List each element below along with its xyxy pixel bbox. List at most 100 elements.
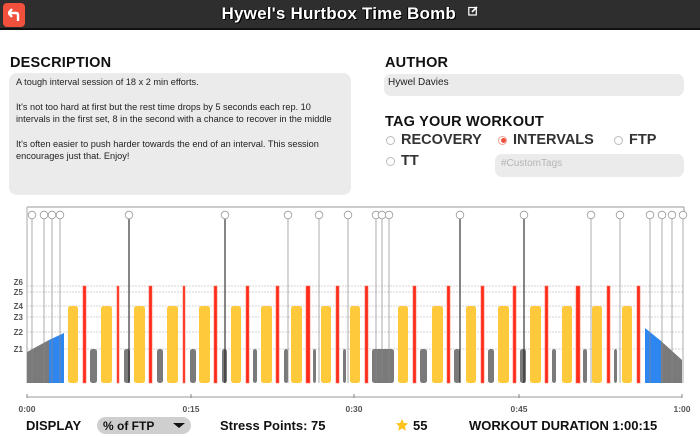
star-icon: [395, 418, 409, 431]
work-interval-bar[interactable]: [167, 306, 178, 383]
sprint-interval-bar[interactable]: [480, 285, 485, 384]
text-marker-icon[interactable]: [645, 210, 655, 220]
text-marker-icon[interactable]: [678, 210, 688, 220]
rest-interval-bar[interactable]: [614, 349, 617, 383]
sprint-interval-bar[interactable]: [182, 285, 186, 384]
zone-label: Z1: [14, 345, 24, 354]
work-interval-bar[interactable]: [498, 306, 509, 383]
text-marker-icon[interactable]: [314, 210, 324, 220]
sprint-interval-bar[interactable]: [606, 285, 611, 384]
text-marker-icon[interactable]: [615, 210, 625, 220]
rest-interval-bar[interactable]: [157, 349, 163, 383]
radio-icon[interactable]: [386, 156, 395, 166]
sprint-interval-bar[interactable]: [412, 285, 417, 384]
sprint-interval-bar[interactable]: [335, 285, 340, 384]
text-marker-icon[interactable]: [377, 210, 387, 220]
sprint-interval-bar[interactable]: [512, 285, 517, 384]
work-interval-bar[interactable]: [466, 306, 476, 383]
edit-icon[interactable]: [468, 6, 479, 16]
description-paragraph: It's not too hard at first but the rest …: [16, 101, 332, 125]
sprint-interval-bar[interactable]: [148, 285, 153, 384]
custom-tags-input[interactable]: #CustomTags: [495, 154, 684, 177]
rest-interval-bar[interactable]: [372, 349, 394, 383]
work-interval-bar[interactable]: [134, 306, 145, 383]
rest-interval-bar[interactable]: [90, 349, 97, 383]
sprint-interval-bar[interactable]: [636, 285, 641, 384]
sprint-interval-bar[interactable]: [116, 285, 120, 384]
work-interval-bar[interactable]: [562, 306, 572, 383]
radio-icon[interactable]: [386, 135, 395, 145]
text-marker-icon[interactable]: [283, 210, 293, 220]
back-button[interactable]: [3, 3, 25, 27]
rest-ramp-segment[interactable]: [27, 340, 49, 383]
rest-interval-bar[interactable]: [313, 349, 316, 383]
text-marker-icon[interactable]: [343, 210, 353, 220]
zone-label: Z2: [14, 328, 24, 337]
rest-interval-bar[interactable]: [420, 349, 427, 383]
work-interval-bar[interactable]: [261, 306, 272, 383]
rest-interval-bar[interactable]: [488, 349, 494, 383]
tag-intervals[interactable]: INTERVALS: [498, 132, 594, 148]
sprint-interval-bar[interactable]: [245, 285, 250, 384]
work-interval-bar[interactable]: [291, 306, 302, 383]
work-interval-bar[interactable]: [398, 306, 408, 383]
rest-interval-bar[interactable]: [454, 349, 460, 383]
author-input[interactable]: Hywel Davies: [384, 74, 684, 96]
warmup-ramp-segment[interactable]: [49, 333, 64, 383]
zone-label: Z3: [14, 313, 24, 322]
description-paragraph: A tough interval session of 18 x 2 min e…: [16, 77, 199, 87]
tag-ftp[interactable]: FTP: [614, 132, 656, 148]
text-marker-icon[interactable]: [220, 210, 230, 220]
workout-title: Hywel's Hurtbox Time Bomb: [221, 4, 457, 23]
work-interval-bar[interactable]: [530, 306, 541, 383]
text-marker-icon[interactable]: [124, 210, 134, 220]
sprint-interval-bar[interactable]: [544, 285, 549, 384]
radio-checked-icon[interactable]: [498, 135, 507, 145]
text-marker-icon[interactable]: [667, 210, 677, 220]
text-marker-icon[interactable]: [519, 210, 529, 220]
work-interval-bar[interactable]: [101, 306, 112, 383]
radio-icon[interactable]: [614, 135, 623, 145]
description-textarea[interactable]: A tough interval session of 18 x 2 min e…: [9, 73, 351, 195]
rest-interval-bar[interactable]: [552, 349, 556, 383]
work-interval-bar[interactable]: [199, 306, 210, 383]
rest-interval-bar[interactable]: [284, 349, 288, 383]
sprint-interval-bar[interactable]: [446, 285, 451, 384]
text-marker-icon[interactable]: [47, 210, 57, 220]
rest-interval-bar[interactable]: [253, 349, 257, 383]
sprint-interval-bar[interactable]: [305, 285, 311, 384]
text-marker-icon[interactable]: [27, 210, 37, 220]
sprint-interval-bar[interactable]: [575, 285, 581, 384]
sprint-interval-bar[interactable]: [275, 285, 280, 384]
work-interval-bar[interactable]: [231, 306, 241, 383]
work-interval-bar[interactable]: [321, 306, 331, 383]
star-value: 55: [413, 417, 428, 433]
sprint-interval-bar[interactable]: [82, 285, 87, 384]
text-marker-icon[interactable]: [39, 210, 49, 220]
tag-workout-label: TAG YOUR WORKOUT: [385, 114, 544, 130]
rest-ramp-segment[interactable]: [661, 341, 682, 383]
rest-interval-bar[interactable]: [190, 349, 196, 383]
text-marker-icon[interactable]: [586, 210, 596, 220]
work-interval-bar[interactable]: [68, 306, 78, 383]
tag-tt[interactable]: TT: [386, 153, 419, 169]
description-label: DESCRIPTION: [10, 55, 112, 71]
display-dropdown[interactable]: % of FTP: [97, 417, 191, 434]
author-label: AUTHOR: [385, 55, 449, 71]
tag-recovery[interactable]: RECOVERY: [386, 132, 482, 148]
text-marker-icon[interactable]: [55, 210, 65, 220]
sprint-interval-bar[interactable]: [364, 285, 369, 384]
work-interval-bar[interactable]: [350, 306, 360, 383]
text-marker-icon[interactable]: [384, 210, 394, 220]
work-interval-bar[interactable]: [432, 306, 443, 383]
sprint-interval-bar[interactable]: [213, 285, 218, 384]
rest-interval-bar[interactable]: [583, 349, 587, 383]
work-interval-bar[interactable]: [592, 306, 602, 383]
text-marker-icon[interactable]: [455, 210, 465, 220]
rest-interval-bar[interactable]: [520, 349, 526, 383]
text-marker-icon[interactable]: [657, 210, 667, 220]
warmup-ramp-segment[interactable]: [645, 328, 661, 383]
rest-interval-bar[interactable]: [343, 349, 346, 383]
work-interval-bar[interactable]: [622, 306, 632, 383]
